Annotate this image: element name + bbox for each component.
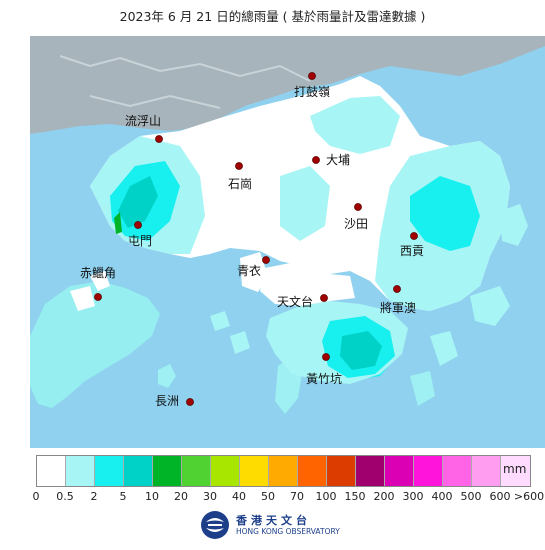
station-label: 黃竹坑 xyxy=(306,371,342,386)
rain-zone-mid xyxy=(280,166,330,241)
station-label: 屯門 xyxy=(128,234,152,248)
station-label: 西貢 xyxy=(400,244,424,258)
station-cheung-chau: 長洲 xyxy=(155,394,194,408)
tsing-yi-island xyxy=(240,252,268,292)
station-wong-chuk-hang: 黃竹坑 xyxy=(306,353,342,386)
legend-swatch xyxy=(327,456,356,486)
rainfall-map: 打鼓嶺 流浮山 大埔 石崗 沙田 屯門 西貢 青衣 xyxy=(30,36,545,448)
rain-zone-east-core xyxy=(410,176,480,251)
station-sai-kung: 西貢 xyxy=(400,232,424,258)
legend-tick-label: 30 xyxy=(203,490,217,503)
station-label: 打鼓嶺 xyxy=(294,85,330,99)
station-lau-fau-shan: 流浮山 xyxy=(125,114,163,143)
legend-tick-label: 2 xyxy=(90,490,98,503)
legend-tick-label: 70 xyxy=(290,490,304,503)
legend-swatch xyxy=(95,456,124,486)
station-label: 長洲 xyxy=(155,394,179,408)
legend-tick-label: 600 xyxy=(489,490,511,503)
station-label: 石崗 xyxy=(228,177,252,191)
legend-swatch xyxy=(153,456,182,486)
lantau-island xyxy=(30,281,160,408)
hko-logo-icon xyxy=(201,511,229,539)
station-chek-lap-kok: 赤鱲角 xyxy=(80,266,116,301)
station-shek-kong: 石崗 xyxy=(228,162,252,191)
legend-swatch xyxy=(443,456,472,486)
legend-swatch xyxy=(240,456,269,486)
legend-swatch xyxy=(356,456,385,486)
station-label: 流浮山 xyxy=(125,114,161,128)
station-label: 赤鱲角 xyxy=(80,266,116,280)
legend-swatch xyxy=(182,456,211,486)
station-sha-tin: 沙田 xyxy=(344,203,368,231)
legend-tick-label: 400 xyxy=(431,490,453,503)
station-tai-po: 大埔 xyxy=(312,153,350,167)
legend-swatch xyxy=(472,456,501,486)
logo-name-en: HONG KONG OBSERVATORY xyxy=(236,526,340,536)
legend-tick-label: 40 xyxy=(232,490,246,503)
hko-logo: 香港天文台 HONG KONG OBSERVATORY xyxy=(200,510,340,540)
legend-swatch xyxy=(211,456,240,486)
station-label: 將軍澳 xyxy=(380,300,416,315)
legend-swatch xyxy=(385,456,414,486)
legend-tick-label: 50 xyxy=(261,490,275,503)
legend-tick-label: 200 xyxy=(373,490,395,503)
legend-tick-label: 500 xyxy=(460,490,482,503)
station-tseung-kwan-o: 將軍澳 xyxy=(380,285,416,315)
station-observatory: 天文台 xyxy=(277,294,328,309)
station-tsing-yi: 青衣 xyxy=(237,256,270,278)
legend-tick-label: 5 xyxy=(119,490,127,503)
legend-swatch xyxy=(414,456,443,486)
legend-tick-label: 10 xyxy=(145,490,159,503)
logo-name-zh: 香港天文台 xyxy=(236,513,311,527)
legend-swatch xyxy=(269,456,298,486)
legend-tick-label: 300 xyxy=(402,490,424,503)
legend-swatch xyxy=(501,456,530,486)
legend-tick-label: 0.5 xyxy=(56,490,74,503)
legend-unit: mm xyxy=(503,462,527,476)
legend-tick-label: 100 xyxy=(315,490,337,503)
rainfall-legend xyxy=(36,455,531,487)
map-title: 2023年 6 月 21 日的總雨量 ( 基於雨量計及雷達數據 ) xyxy=(119,9,426,24)
station-label: 沙田 xyxy=(344,217,368,231)
rain-zone-north xyxy=(310,96,400,154)
station-label: 大埔 xyxy=(326,153,350,167)
legend-tick-label: 0 xyxy=(32,490,40,503)
mainland-shenzhen xyxy=(30,36,545,134)
station-tai-kwu-ling: 打鼓嶺 xyxy=(294,72,330,99)
station-tuen-mun: 屯門 xyxy=(128,221,152,248)
legend-tick-label: >600 xyxy=(513,490,545,503)
station-label: 天文台 xyxy=(277,294,313,309)
station-label: 青衣 xyxy=(237,263,261,278)
legend-swatch xyxy=(298,456,327,486)
legend-ticks: 0 0.5 2 5 10 20 30 40 50 70 100 150 200 300 400 500 600 >… xyxy=(24,490,545,506)
rain-green-spot xyxy=(114,212,122,234)
legend-swatch xyxy=(37,456,66,486)
cheung-chau-island xyxy=(158,364,176,388)
legend-swatch xyxy=(124,456,153,486)
legend-swatch xyxy=(66,456,95,486)
legend-tick-label: 150 xyxy=(344,490,366,503)
legend-tick-label: 20 xyxy=(174,490,188,503)
